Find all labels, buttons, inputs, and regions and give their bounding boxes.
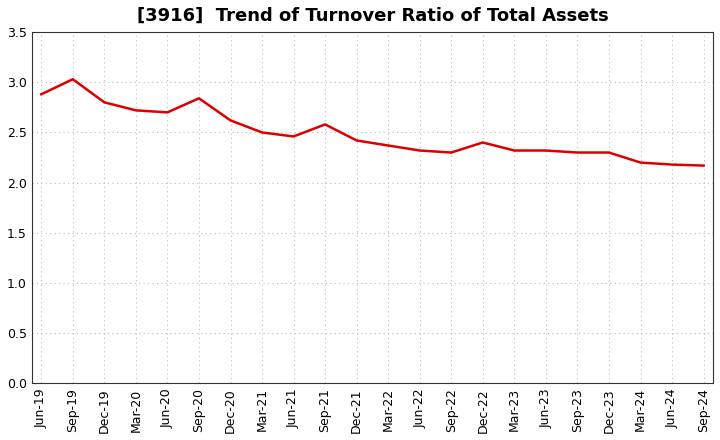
Title: [3916]  Trend of Turnover Ratio of Total Assets: [3916] Trend of Turnover Ratio of Total … <box>137 7 608 25</box>
